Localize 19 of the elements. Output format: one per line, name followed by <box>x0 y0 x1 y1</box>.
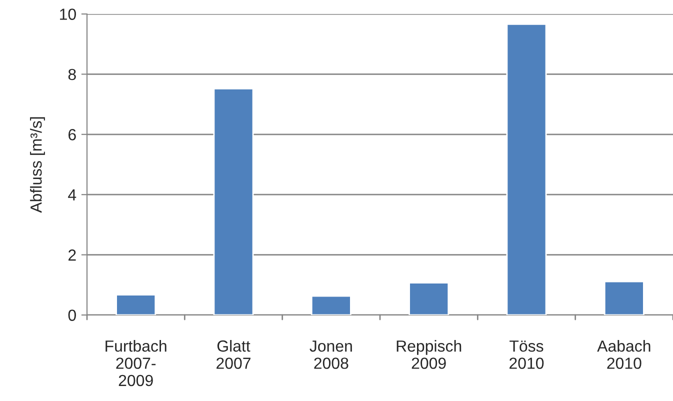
y-tick-label: 6 <box>68 129 76 140</box>
y-axis-title: Abfluss [m³/s] <box>30 117 45 213</box>
bar <box>116 294 156 315</box>
bar <box>506 24 547 315</box>
y-tick-label: 0 <box>68 310 76 321</box>
bar <box>408 282 450 315</box>
y-tick-label: 2 <box>68 249 76 261</box>
y-tick-label: 8 <box>68 68 76 80</box>
bar <box>213 88 254 315</box>
x-tick-label: Jonen 2008 <box>310 340 352 369</box>
x-tick-label: Furtbach 2007- 2009 <box>106 340 166 386</box>
x-tick-label: Reppisch 2009 <box>396 340 462 369</box>
y-tick-label: 4 <box>68 189 76 200</box>
y-tick-label: 10 <box>60 8 76 20</box>
x-tick-label: Aabach 2010 <box>597 340 650 369</box>
bar <box>604 280 644 315</box>
x-tick-label: Töss 2010 <box>510 340 544 369</box>
bar <box>310 295 352 315</box>
x-tick-label: Glatt 2007 <box>216 340 250 369</box>
